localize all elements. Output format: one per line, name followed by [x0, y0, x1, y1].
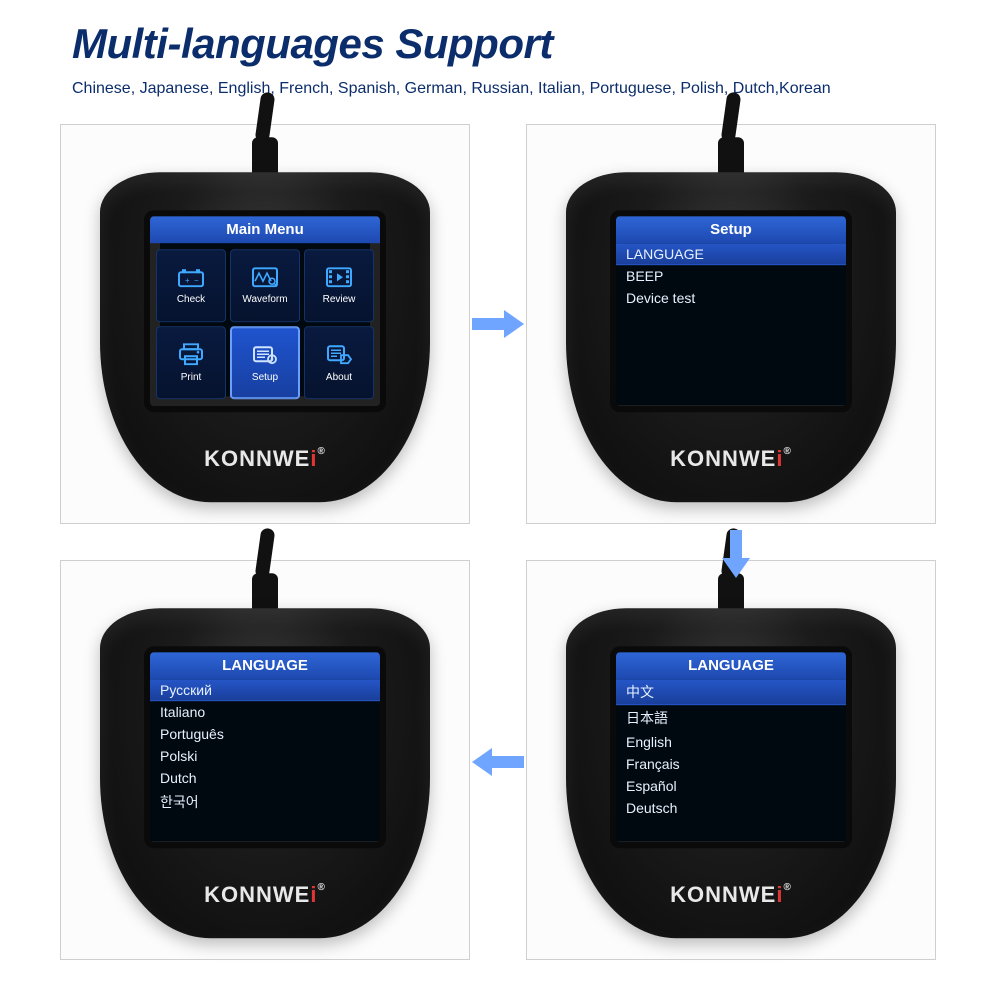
brand-logo: KONNWEi®	[566, 882, 896, 908]
panel-language-1: LANGUAGE 中文 日本語 English Français Español…	[526, 560, 936, 960]
list-item[interactable]: Français	[616, 753, 846, 775]
menu-label: Review	[323, 294, 356, 305]
arrow-down-icon	[722, 530, 750, 578]
device-body: Setup LANGUAGE BEEP Device test KONNWEi®	[566, 172, 896, 502]
device: LANGUAGE 中文 日本語 English Français Español…	[566, 608, 896, 938]
device-body: Main Menu +− Check Waveform	[100, 172, 430, 502]
menu-item-print[interactable]: Print	[156, 326, 226, 399]
brand-logo: KONNWEi®	[100, 446, 430, 472]
arrow-left-icon	[472, 748, 524, 776]
list-item[interactable]: 한국어	[150, 789, 380, 815]
screen-header: Main Menu	[150, 216, 380, 243]
language-list: 中文 日本語 English Français Español Deutsch	[616, 679, 846, 841]
list-item[interactable]: Italiano	[150, 701, 380, 723]
list-item[interactable]: 日本語	[616, 705, 846, 731]
device-body: LANGUAGE 中文 日本語 English Français Español…	[566, 608, 896, 938]
list-item[interactable]: 中文	[616, 679, 846, 705]
screen-header: LANGUAGE	[616, 652, 846, 679]
device-screen: Setup LANGUAGE BEEP Device test	[616, 216, 846, 406]
wave-icon	[252, 267, 278, 290]
page-subtitle: Chinese, Japanese, English, French, Span…	[72, 80, 831, 98]
list-item[interactable]: English	[616, 731, 846, 753]
list-item[interactable]: Deutsch	[616, 797, 846, 819]
panel-language-2: LANGUAGE Русский Italiano Português Pols…	[60, 560, 470, 960]
gear-icon	[252, 343, 278, 368]
brand-logo: KONNWEi®	[566, 446, 896, 472]
menu-item-review[interactable]: Review	[304, 249, 374, 322]
arrow-right-icon	[472, 310, 524, 338]
list-item[interactable]: Português	[150, 723, 380, 745]
menu-item-check[interactable]: +− Check	[156, 249, 226, 322]
tag-icon	[326, 343, 352, 368]
printer-icon	[178, 343, 204, 368]
screen-header: LANGUAGE	[150, 652, 380, 679]
list-item[interactable]: Polski	[150, 745, 380, 767]
menu-item-about[interactable]: About	[304, 326, 374, 399]
menu-label: Waveform	[242, 294, 287, 305]
language-list: Русский Italiano Português Polski Dutch …	[150, 679, 380, 841]
device-screen: LANGUAGE 中文 日本語 English Français Español…	[616, 652, 846, 842]
list-item[interactable]: BEEP	[616, 265, 846, 287]
brand-logo: KONNWEi®	[100, 882, 430, 908]
menu-item-waveform[interactable]: Waveform	[230, 249, 300, 322]
menu-item-setup[interactable]: Setup	[230, 326, 300, 399]
menu-label: Print	[181, 372, 202, 383]
menu-label: Check	[177, 294, 205, 305]
device-body: LANGUAGE Русский Italiano Português Pols…	[100, 608, 430, 938]
device: LANGUAGE Русский Italiano Português Pols…	[100, 608, 430, 938]
screen-header: Setup	[616, 216, 846, 243]
device-screen: LANGUAGE Русский Italiano Português Pols…	[150, 652, 380, 842]
battery-icon: +−	[178, 267, 204, 290]
device: Main Menu +− Check Waveform	[100, 172, 430, 502]
device: Setup LANGUAGE BEEP Device test KONNWEi®	[566, 172, 896, 502]
panel-setup: Setup LANGUAGE BEEP Device test KONNWEi®	[526, 124, 936, 524]
svg-text:−: −	[194, 276, 199, 285]
list-item[interactable]: Español	[616, 775, 846, 797]
svg-text:+: +	[185, 276, 190, 285]
menu-label: Setup	[252, 372, 278, 383]
main-menu-grid: +− Check Waveform Review	[150, 243, 380, 405]
list-item[interactable]: Device test	[616, 287, 846, 309]
list-item[interactable]: Русский	[150, 679, 380, 701]
film-icon	[326, 267, 352, 290]
page-title: Multi-languages Support	[72, 20, 553, 68]
setup-list: LANGUAGE BEEP Device test	[616, 243, 846, 405]
menu-label: About	[326, 372, 352, 383]
list-item[interactable]: LANGUAGE	[616, 243, 846, 265]
panel-main-menu: Main Menu +− Check Waveform	[60, 124, 470, 524]
device-screen: Main Menu +− Check Waveform	[150, 216, 380, 406]
list-item[interactable]: Dutch	[150, 767, 380, 789]
